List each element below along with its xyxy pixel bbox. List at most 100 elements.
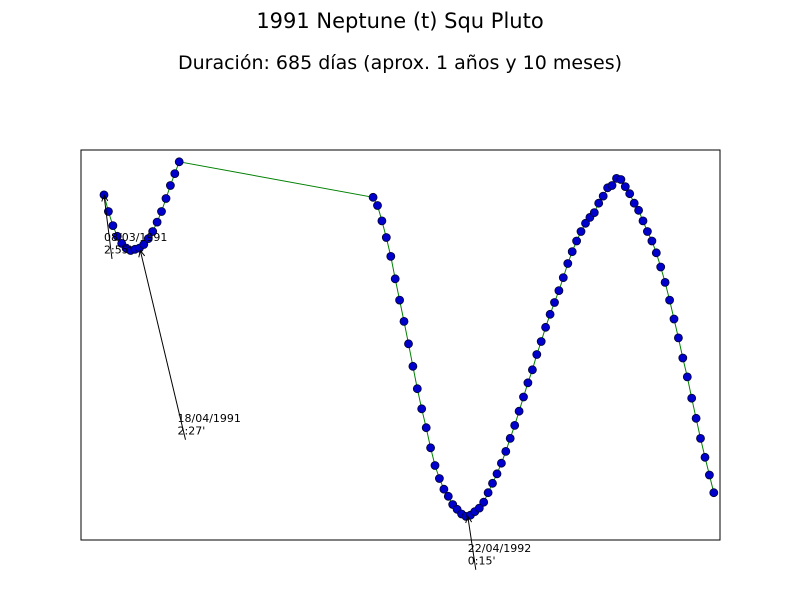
data-point: [554, 286, 564, 296]
annotation-arrowhead: [465, 515, 473, 524]
data-point: [492, 469, 502, 479]
data-point: [426, 443, 436, 453]
series-layer: [99, 157, 719, 521]
data-point: [483, 488, 493, 498]
data-point: [687, 393, 697, 403]
data-point: [373, 201, 382, 210]
data-point: [434, 474, 444, 483]
annotation-arrow: [139, 250, 186, 440]
chart-title: 1991 Neptune (t) Squ Pluto: [256, 9, 543, 33]
data-point: [496, 458, 506, 468]
data-point: [139, 240, 149, 249]
data-point: [532, 350, 542, 359]
data-point: [152, 217, 162, 227]
annotation-label: 2:27': [178, 424, 206, 437]
data-point: [514, 406, 524, 416]
data-point: [709, 488, 719, 498]
data-point: [572, 236, 581, 246]
data-point: [399, 316, 409, 326]
data-point: [165, 181, 175, 190]
data-point: [536, 337, 546, 346]
data-point: [170, 169, 180, 179]
data-point: [656, 262, 666, 272]
data-point: [665, 295, 674, 305]
annotation-label: 08/03/1991: [104, 231, 167, 244]
data-point: [674, 333, 683, 343]
data-point: [563, 259, 573, 268]
data-point: [143, 234, 153, 244]
data-point: [417, 404, 427, 414]
data-point: [629, 198, 639, 208]
annotation-label: 18/04/1991: [178, 412, 241, 425]
data-point: [157, 207, 166, 216]
data-point: [647, 236, 657, 246]
data-point: [412, 384, 422, 394]
data-point: [643, 227, 652, 236]
annotation-arrow: [467, 516, 477, 570]
data-point: [108, 221, 118, 231]
data-point: [594, 198, 604, 208]
annotation-arrow: [103, 194, 113, 260]
data-point: [368, 192, 378, 202]
data-point: [510, 420, 520, 430]
data-point: [408, 361, 418, 371]
data-point: [488, 478, 497, 488]
data-point: [443, 491, 453, 501]
data-point: [479, 497, 489, 507]
data-point: [691, 413, 701, 423]
data-point: [174, 157, 184, 167]
data-point: [638, 216, 648, 226]
data-point: [660, 277, 670, 287]
data-point: [705, 470, 714, 480]
data-point: [404, 339, 413, 349]
annotation-label: 0:15': [468, 554, 496, 567]
data-point: [390, 274, 400, 284]
annotation-label: 22/04/1992: [468, 542, 531, 555]
data-point: [589, 208, 599, 218]
data-point: [386, 251, 396, 261]
data-point: [377, 216, 387, 226]
annotation-label: 2:55': [104, 244, 132, 257]
data-point: [651, 248, 661, 258]
data-point: [439, 484, 449, 494]
data-point: [523, 378, 533, 388]
data-point: [696, 433, 705, 443]
data-point: [505, 433, 515, 443]
data-point: [700, 452, 710, 462]
chart-subtitle: Duración: 685 días (aprox. 1 años y 10 m…: [178, 52, 622, 74]
data-point: [112, 231, 122, 241]
data-point: [576, 227, 586, 236]
data-point: [567, 247, 577, 257]
data-point: [558, 273, 568, 283]
data-point: [678, 353, 688, 363]
annotation-arrowhead: [101, 193, 109, 202]
data-point: [616, 175, 626, 184]
data-point: [528, 365, 537, 375]
data-point: [598, 191, 608, 201]
data-point: [148, 227, 158, 236]
data-point: [541, 322, 550, 332]
data-point: [161, 194, 171, 203]
data-point: [421, 423, 431, 433]
data-point: [395, 295, 405, 305]
data-point: [430, 461, 440, 470]
data-point: [607, 181, 617, 190]
data-point: [620, 182, 630, 192]
data-point: [474, 503, 484, 513]
data-point: [519, 392, 528, 402]
data-point: [634, 205, 643, 215]
annotation-arrowhead: [138, 249, 146, 258]
data-point: [550, 298, 559, 307]
data-point: [682, 372, 692, 382]
data-point: [581, 218, 590, 228]
data-point: [501, 446, 511, 456]
plot-frame: [80, 149, 721, 541]
data-point: [669, 314, 679, 324]
annotation-layer: 08/03/19912:55'18/04/19912:27'22/04/1992…: [101, 193, 531, 570]
data-point: [545, 309, 555, 319]
data-point: [625, 189, 635, 199]
